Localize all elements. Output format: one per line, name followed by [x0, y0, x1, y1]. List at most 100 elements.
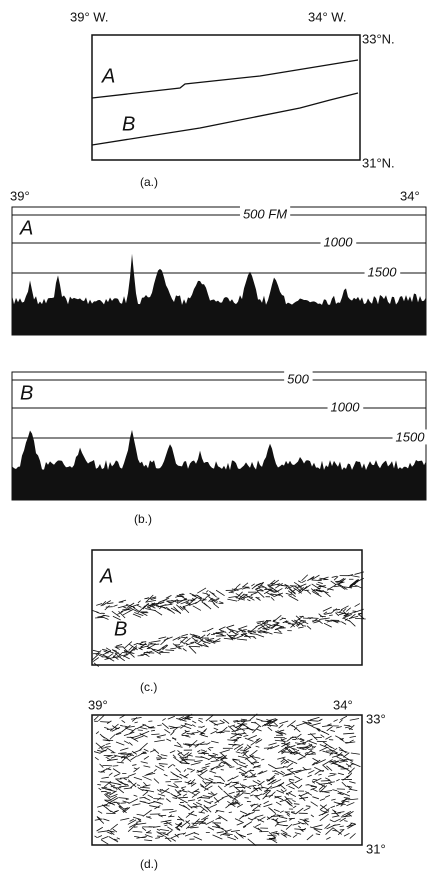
- hachure: [228, 595, 238, 598]
- hachure: [255, 823, 262, 827]
- hachure: [139, 611, 148, 617]
- hachure: [127, 781, 132, 783]
- hachure: [125, 798, 130, 800]
- hachure: [255, 745, 260, 748]
- sketch-frame: [91, 549, 363, 666]
- hachure: [201, 751, 206, 755]
- hachure: [188, 812, 198, 817]
- hachure: [215, 809, 225, 813]
- hachure: [205, 714, 214, 722]
- hachure: [347, 785, 353, 788]
- hachure: [343, 756, 353, 762]
- hachure: [175, 593, 185, 598]
- hachure: [298, 620, 302, 624]
- hachure: [96, 816, 105, 824]
- hachure: [170, 837, 176, 842]
- hachure: [337, 577, 345, 583]
- hachure: [336, 756, 347, 762]
- hachure: [287, 590, 296, 598]
- hachure: [130, 755, 138, 761]
- hachure: [212, 598, 218, 602]
- hachure: [218, 761, 223, 766]
- hachure: [203, 804, 212, 813]
- hachure: [205, 820, 215, 825]
- hachure: [188, 645, 197, 654]
- hachure: [133, 643, 138, 646]
- hachure: [183, 804, 191, 811]
- hachure: [206, 627, 214, 632]
- hachure: [318, 773, 322, 776]
- hachure: [229, 783, 238, 788]
- hachure: [226, 624, 235, 628]
- hachure: [331, 575, 338, 578]
- hachure: [146, 650, 153, 654]
- hachure: [199, 783, 205, 788]
- hachure: [218, 814, 228, 822]
- hachure: [134, 612, 144, 616]
- hachure: [189, 633, 198, 638]
- hachure: [175, 645, 184, 648]
- hachure: [104, 657, 115, 660]
- hachure: [301, 585, 308, 591]
- hachure: [182, 606, 190, 614]
- hachure: [172, 797, 178, 800]
- hachure: [305, 805, 311, 807]
- hachure: [213, 727, 219, 731]
- hachure: [254, 581, 265, 588]
- hachure: [342, 613, 349, 620]
- hachure: [257, 780, 265, 787]
- hachure: [344, 811, 354, 818]
- hachure: [192, 605, 202, 611]
- hachure: [255, 739, 263, 744]
- hachure: [311, 579, 322, 582]
- hachure: [311, 746, 317, 748]
- hachure: [152, 602, 161, 607]
- hachure: [322, 606, 332, 612]
- hachure: [288, 595, 299, 601]
- hachure: [231, 630, 237, 636]
- hachure: [339, 791, 351, 797]
- hachure: [185, 735, 191, 738]
- hachure: [285, 743, 296, 751]
- hachure: [309, 826, 319, 830]
- hachure: [94, 818, 103, 821]
- hachure: [100, 770, 106, 773]
- hachure: [354, 571, 365, 575]
- hachure: [249, 754, 257, 761]
- hachure: [307, 721, 312, 724]
- hachure: [236, 822, 244, 826]
- hachure: [124, 725, 135, 729]
- hachure: [125, 727, 133, 731]
- hachure: [124, 754, 133, 759]
- hachure: [91, 653, 100, 661]
- hachure: [167, 715, 175, 720]
- hachure: [98, 744, 105, 749]
- hachure: [242, 595, 253, 599]
- relief-texture: [93, 713, 361, 847]
- hachure: [266, 778, 271, 782]
- hachure: [219, 601, 224, 604]
- hachure: [142, 791, 149, 797]
- hachure: [350, 579, 358, 586]
- hachure: [162, 597, 170, 602]
- hachure: [346, 768, 352, 773]
- hachure: [215, 765, 225, 769]
- hachure: [199, 741, 205, 745]
- hachure: [139, 730, 150, 736]
- hachure: [330, 760, 340, 765]
- hachure: [209, 770, 217, 774]
- hachure: [197, 768, 207, 773]
- hachure: [178, 752, 183, 755]
- hachure: [346, 772, 353, 779]
- hachure: [118, 797, 129, 799]
- hachure: [264, 587, 275, 593]
- hachure: [349, 833, 356, 839]
- hachure: [310, 750, 316, 754]
- hachure: [184, 831, 196, 837]
- hachure: [178, 716, 184, 720]
- hachure: [166, 738, 172, 742]
- hachure: [286, 813, 290, 817]
- hachure: [292, 822, 301, 826]
- hachure: [95, 742, 103, 749]
- hachure: [344, 618, 348, 621]
